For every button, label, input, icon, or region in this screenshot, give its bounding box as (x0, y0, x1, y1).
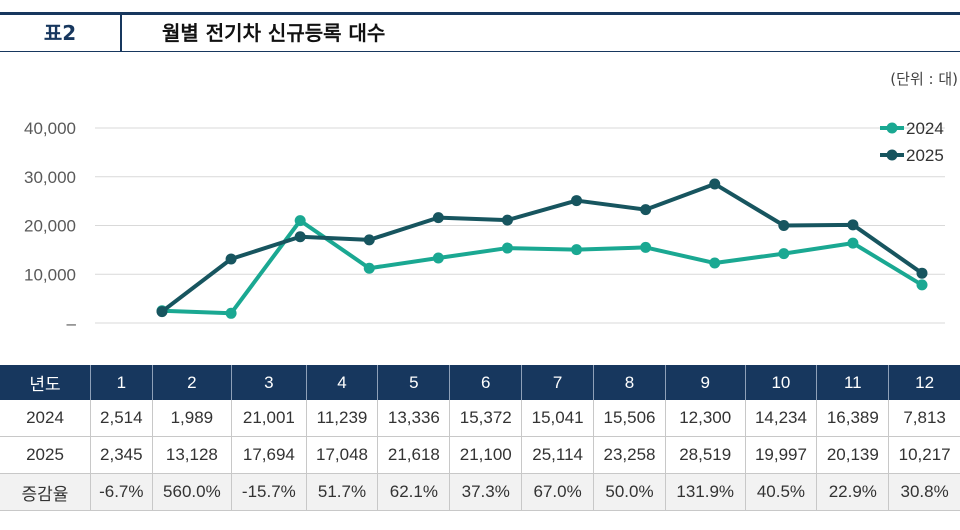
y-tick-label: 40,000 (24, 119, 76, 138)
data-point-2025 (640, 204, 652, 216)
table-cell: 7,813 (888, 400, 960, 437)
column-header-month: 7 (521, 365, 594, 400)
data-point-2024 (709, 257, 721, 269)
table-header-row: 년도 1 2 3 4 5 6 7 8 9 10 11 12 (0, 365, 960, 400)
data-point-2025 (501, 214, 513, 226)
legend-label-2025: 2025 (906, 146, 944, 165)
table-cell: 28,519 (664, 436, 745, 474)
column-header-month: 9 (664, 365, 745, 400)
column-header-month: 12 (888, 365, 960, 400)
data-point-2025 (916, 267, 928, 279)
data-point-2025 (571, 195, 583, 207)
data-point-2024 (225, 307, 237, 319)
row-label: 증감율 (0, 473, 91, 511)
series-line-2024 (161, 218, 924, 316)
table-cell: 2,345 (90, 436, 153, 474)
growth-rate-cell: 50.0% (593, 473, 666, 511)
table-cell: 11,239 (305, 400, 378, 437)
y-tick-label: – (67, 314, 77, 333)
row-label: 2024 (0, 400, 91, 437)
growth-rate-cell: 40.5% (744, 473, 817, 511)
table-row: 2025 2,345 13,128 17,694 17,048 21,618 21,100 2… (0, 436, 960, 474)
table-cell: 23,258 (593, 436, 666, 474)
data-point-2025 (363, 234, 375, 246)
data-point-2025 (294, 231, 306, 243)
data-point-2024 (363, 262, 375, 274)
data-point-2024 (916, 279, 928, 291)
growth-rate-cell: 37.3% (449, 473, 522, 511)
growth-rate-cell: 131.9% (664, 473, 745, 511)
data-point-2024 (640, 241, 652, 253)
legend-label-2024: 2024 (906, 119, 944, 138)
table-cell: 20,139 (816, 436, 889, 474)
data-point-2024 (501, 242, 513, 254)
title-separator (120, 15, 122, 51)
data-point-2025 (432, 212, 444, 224)
growth-rate-cell: -15.7% (231, 473, 307, 511)
title-bar: 표2 월별 전기차 신규등록 대수 (0, 15, 960, 51)
table-number-label: 표2 (43, 21, 77, 45)
growth-rate-cell: 30.8% (888, 473, 960, 511)
column-header-month: 3 (231, 365, 307, 400)
column-header-month: 6 (449, 365, 522, 400)
table-cell: 15,506 (593, 400, 666, 437)
series-line-2025 (160, 181, 924, 314)
line-chart: – 10,000 20,000 30,000 40,000 2024 2025 (24, 119, 945, 333)
column-header-month: 4 (305, 365, 378, 400)
table-cell: 21,100 (449, 436, 522, 474)
table-cell: 10,217 (888, 436, 960, 474)
title-bottom-rule (0, 51, 960, 52)
y-tick-label: 10,000 (24, 265, 76, 284)
legend-marker-2024 (886, 122, 898, 134)
growth-rate-cell: -6.7% (90, 473, 153, 511)
column-header-month: 10 (744, 365, 817, 400)
table-cell: 17,048 (305, 436, 378, 474)
data-point-2024 (847, 237, 859, 249)
data-point-2025 (709, 178, 721, 190)
data-table: 년도 1 2 3 4 5 6 7 8 9 10 11 12 2024 2,514 1,989 21,001 11… (0, 365, 960, 511)
growth-rate-cell: 51.7% (305, 473, 378, 511)
column-header-month: 2 (151, 365, 232, 400)
title-top-rule (0, 12, 960, 15)
data-point-2025 (778, 220, 790, 232)
growth-rate-row: 증감율 -6.7% 560.0% -15.7% 51.7% 62.1% 37.3% 67.0%… (0, 473, 960, 511)
table-cell: 13,128 (151, 436, 232, 474)
data-point-2025 (847, 219, 859, 231)
table-cell: 21,618 (377, 436, 450, 474)
column-header-month: 5 (377, 365, 450, 400)
table-cell: 1,989 (151, 400, 232, 437)
data-point-2025 (225, 253, 237, 265)
table-cell: 17,694 (231, 436, 307, 474)
row-label: 2025 (0, 436, 91, 474)
data-point-2024 (432, 252, 444, 264)
y-tick-label: 30,000 (24, 168, 76, 187)
table-row: 2024 2,514 1,989 21,001 11,239 13,336 15,372 15… (0, 400, 960, 437)
table-cell: 2,514 (90, 400, 153, 437)
column-header-month: 8 (593, 365, 666, 400)
growth-rate-cell: 67.0% (521, 473, 594, 511)
column-header-year: 년도 (0, 365, 91, 400)
page-title: 월별 전기차 신규등록 대수 (162, 21, 386, 45)
growth-rate-cell: 62.1% (377, 473, 450, 511)
table-cell: 16,389 (816, 400, 889, 437)
column-header-month: 1 (90, 365, 153, 400)
legend-marker-2025 (886, 149, 898, 161)
data-point-2024 (571, 244, 583, 256)
table-cell: 12,300 (664, 400, 745, 437)
table-cell: 15,372 (449, 400, 522, 437)
table-cell: 13,336 (377, 400, 450, 437)
unit-note: (단위 : 대) (890, 70, 958, 88)
table-cell: 25,114 (521, 436, 594, 474)
growth-rate-cell: 22.9% (816, 473, 889, 511)
table-cell: 19,997 (744, 436, 817, 474)
column-header-month: 11 (816, 365, 889, 400)
table-cell: 14,234 (744, 400, 817, 437)
data-point-2024 (778, 248, 790, 260)
growth-rate-cell: 560.0% (151, 473, 232, 511)
y-tick-label: 20,000 (24, 217, 76, 236)
data-point-2025 (156, 306, 168, 318)
table-cell: 15,041 (521, 400, 594, 437)
data-point-2024 (294, 215, 306, 227)
table-cell: 21,001 (231, 400, 307, 437)
